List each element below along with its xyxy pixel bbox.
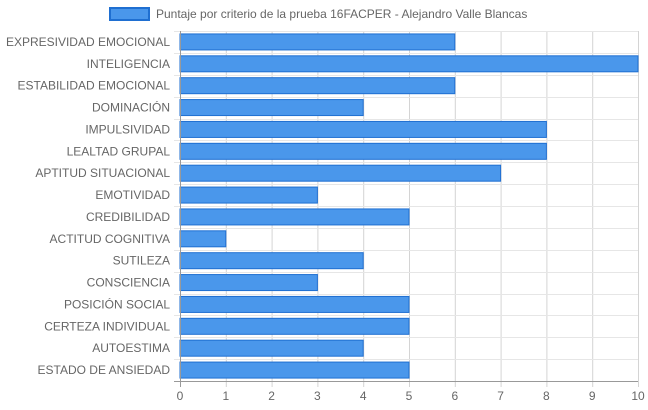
category-label: DOMINACIÓN xyxy=(92,100,170,115)
bar-1[interactable] xyxy=(179,33,456,51)
x-tick-label: 4 xyxy=(360,389,367,403)
legend-swatch xyxy=(109,7,150,21)
bar-15[interactable] xyxy=(179,339,364,357)
category-label: EMOTIVIDAD xyxy=(95,188,170,202)
x-tick-label: 10 xyxy=(631,389,645,403)
category-label: POSICIÓN SOCIAL xyxy=(64,296,170,311)
bar-4[interactable] xyxy=(179,99,364,117)
bar-5[interactable] xyxy=(179,120,547,138)
x-tick-label: 6 xyxy=(451,389,458,403)
category-label: ACTITUD COGNITIVA xyxy=(50,232,170,246)
x-tick-label: 9 xyxy=(589,389,596,403)
x-tick-label: 7 xyxy=(497,389,504,403)
axes: EXPRESIVIDAD EMOCIONAL INTELIGENCIA ESTABI… xyxy=(6,31,645,403)
x-tick-label: 8 xyxy=(543,389,550,403)
category-label: CERTEZA INDIVIDUAL xyxy=(44,319,170,333)
category-label: CREDIBILIDAD xyxy=(86,210,170,224)
bar-2[interactable] xyxy=(179,55,639,73)
x-tick-label: 3 xyxy=(314,389,321,403)
bar-11[interactable] xyxy=(179,252,364,270)
bar-14[interactable] xyxy=(179,317,410,335)
category-label: SUTILEZA xyxy=(113,254,170,268)
bars xyxy=(179,33,639,379)
bar-13[interactable] xyxy=(179,295,410,313)
bar-3[interactable] xyxy=(179,77,456,95)
x-tick-label: 1 xyxy=(222,389,229,403)
bar-16[interactable] xyxy=(179,361,410,379)
category-label: CONSCIENCIA xyxy=(87,276,170,290)
category-label: APTITUD SITUACIONAL xyxy=(35,166,170,180)
legend-label: Puntaje por criterio de la prueba 16FACP… xyxy=(156,7,527,21)
category-label: ESTADO DE ANSIEDAD xyxy=(38,363,171,377)
category-label: EXPRESIVIDAD EMOCIONAL xyxy=(6,35,170,49)
category-label: LEALTAD GRUPAL xyxy=(67,144,171,158)
category-label: INTELIGENCIA xyxy=(87,57,170,71)
x-tick-label: 2 xyxy=(268,389,275,403)
x-tick-label: 0 xyxy=(177,389,184,403)
category-label: ESTABILIDAD EMOCIONAL xyxy=(18,79,171,93)
category-label: AUTOESTIMA xyxy=(92,341,170,355)
legend[interactable]: Puntaje por criterio de la prueba 16FACP… xyxy=(109,7,527,21)
x-tick-label: 5 xyxy=(406,389,413,403)
category-label: IMPULSIVIDAD xyxy=(85,122,170,136)
bar-8[interactable] xyxy=(179,186,318,204)
bar-7[interactable] xyxy=(179,164,502,182)
bar-12[interactable] xyxy=(179,274,318,292)
bar-10[interactable] xyxy=(179,230,227,248)
bar-6[interactable] xyxy=(179,142,547,160)
bar-9[interactable] xyxy=(179,208,410,226)
